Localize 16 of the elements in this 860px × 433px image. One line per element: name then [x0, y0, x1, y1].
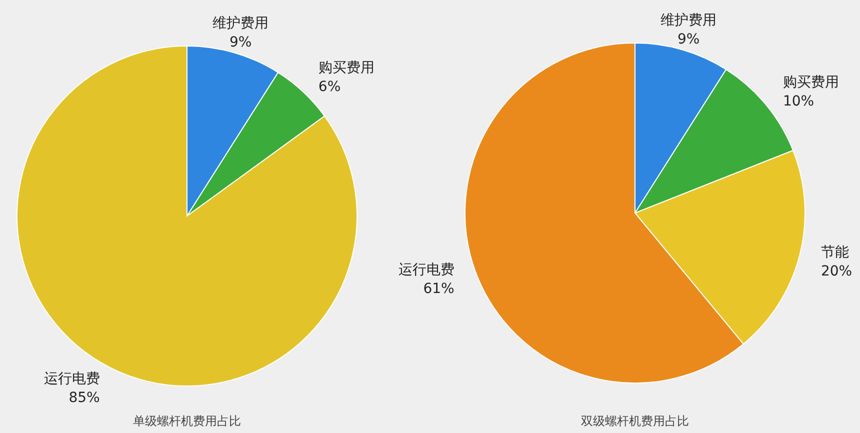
slice-label: 购买费用	[318, 60, 374, 76]
text: 双级螺杆机费用占比	[581, 414, 689, 428]
slice-label: 运行电费	[44, 371, 100, 388]
data-label: 61%	[423, 281, 454, 298]
data-label: 20%	[820, 264, 852, 280]
slice-label: 运行电费	[398, 262, 454, 278]
slice-label: 节能	[820, 244, 849, 261]
text: 单级螺杆机费用占比	[133, 414, 241, 428]
data-label: 10%	[782, 94, 814, 110]
slice-label: 维护费用	[212, 16, 269, 32]
data-label: 9%	[229, 34, 252, 51]
slice-label: 维护费用	[660, 12, 717, 29]
data-label: 9%	[677, 32, 700, 48]
slice-label: 购买费用	[782, 74, 839, 91]
data-label: 6%	[318, 79, 341, 96]
data-label: 85%	[68, 390, 100, 406]
